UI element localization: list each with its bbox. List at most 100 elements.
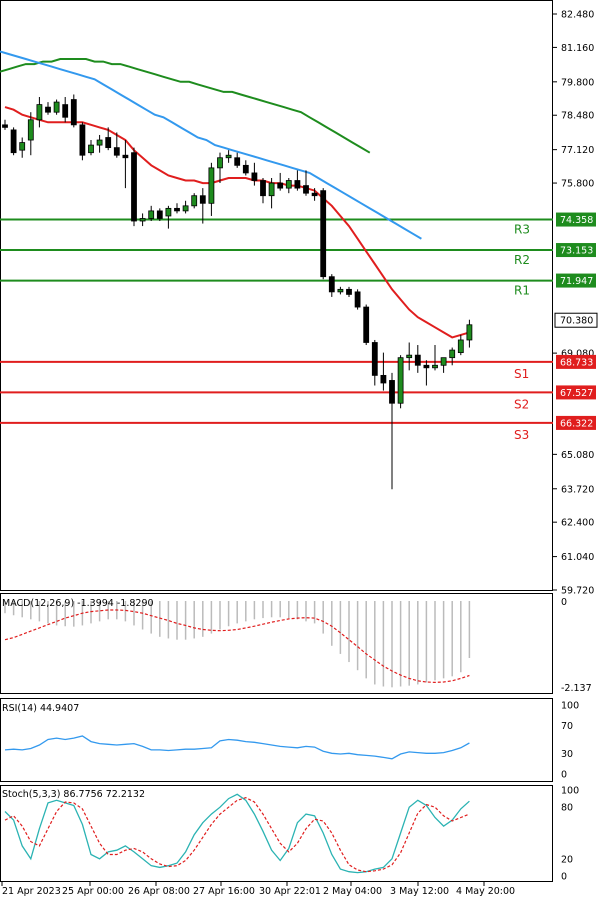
- candle-up: [182, 205, 189, 212]
- resistance-r1-price-tag: [556, 273, 596, 288]
- candle-up: [449, 349, 456, 359]
- time-tick-label: 25 Apr 00:00: [62, 886, 124, 897]
- candle-down: [363, 306, 370, 343]
- main-price-panel: [0, 0, 553, 591]
- candle-down: [389, 380, 395, 404]
- stoch-tick-label: 20: [561, 854, 573, 865]
- stoch-series: 100 80 20 0: [4, 786, 579, 883]
- candle-down: [234, 157, 241, 166]
- candle-up: [466, 324, 473, 341]
- macd-panel: [0, 593, 553, 694]
- resistance-r1-price-label: 71.947: [560, 276, 593, 287]
- candle-down: [242, 164, 249, 174]
- candle-down: [346, 288, 352, 295]
- price-tick-label: 61.040: [561, 552, 594, 563]
- ma-green-line: [0, 58, 371, 154]
- time-tick-label: 3 May 12:00: [390, 886, 449, 897]
- time-tick-label: 27 Apr 16:00: [193, 886, 255, 897]
- last-price-marker: 70.380: [554, 312, 598, 328]
- candle-up: [96, 139, 103, 146]
- macd-signal-line: [4, 609, 470, 684]
- stoch-d-line: [4, 797, 470, 873]
- candle-up: [440, 357, 447, 366]
- candle-down: [156, 210, 163, 219]
- resistance-r3-price-label: 74.358: [560, 215, 593, 226]
- resistance-r2-price-label: 73.153: [560, 246, 593, 257]
- time-tick-label: 2 May 04:00: [323, 886, 382, 897]
- candle-up: [27, 119, 34, 141]
- candle-up: [165, 207, 172, 217]
- candle-down: [131, 152, 137, 222]
- support-s3-name: S3: [514, 428, 529, 442]
- candle-down: [251, 172, 258, 181]
- rsi-tick-label: 100: [561, 701, 579, 712]
- rsi-tick-label: 30: [561, 749, 573, 760]
- price-axis: 82.480 81.160 79.800 78.480 77.120 75.800 69.0…: [553, 10, 594, 597]
- candle-down: [380, 374, 387, 384]
- price-tick-label: 78.480: [561, 111, 594, 122]
- candle-down: [277, 182, 284, 189]
- time-tick-label: 21 Apr 2023: [2, 886, 61, 897]
- candle-up: [19, 142, 26, 151]
- candle-down: [320, 190, 327, 278]
- price-tick-label: 59.720: [561, 586, 594, 597]
- candle-up: [268, 182, 275, 197]
- price-tick-label: 62.400: [561, 518, 594, 529]
- candle-up: [457, 339, 464, 354]
- time-tick-label: 26 Apr 08:00: [128, 886, 190, 897]
- rsi-title: RSI(14) 44.9407: [2, 703, 79, 714]
- stoch-k-line: [4, 793, 470, 874]
- time-tick-label: 4 May 20:00: [456, 886, 515, 897]
- macd-tick-label: -2.137: [561, 683, 592, 694]
- ma-blue-line: [0, 50, 422, 240]
- candle-down: [105, 137, 112, 149]
- price-tick-label: 82.480: [561, 10, 594, 21]
- candlesticks: [2, 94, 473, 490]
- resistance-r3-price-tag: [556, 212, 596, 227]
- resistance-r2-name: R2: [514, 253, 530, 267]
- macd-tick-label: 0: [561, 597, 567, 608]
- price-tick-label: 79.800: [561, 77, 594, 88]
- resistance-r1-name: R1: [514, 284, 530, 298]
- price-tick-label: 77.120: [561, 145, 594, 156]
- candle-down: [423, 364, 430, 369]
- candle-down: [62, 104, 69, 118]
- stoch-panel: [0, 785, 553, 882]
- support-resistance-levels: 71.947 R1 73.153 R2 74.358 R3 68.733 S1 67.527 S2…: [0, 212, 596, 442]
- candle-up: [53, 101, 60, 113]
- rsi-tick-label: 0: [561, 770, 567, 781]
- moving-averages: [0, 50, 470, 339]
- candle-down: [174, 207, 180, 212]
- candle-down: [2, 124, 8, 128]
- support-s2-price-label: 67.527: [560, 388, 593, 399]
- candle-down: [303, 185, 309, 194]
- candle-down: [328, 276, 335, 293]
- price-tick-label: 69.080: [561, 349, 594, 360]
- support-s1-price-tag: [556, 354, 596, 369]
- candle-down: [79, 124, 86, 156]
- candle-down: [10, 129, 17, 154]
- candle-down: [122, 154, 129, 159]
- candle-up: [432, 364, 438, 369]
- candle-down: [311, 192, 318, 197]
- candle-up: [217, 157, 223, 169]
- candle-up: [139, 218, 146, 222]
- last-price-label: 70.380: [560, 316, 593, 327]
- candle-down: [260, 180, 266, 197]
- price-tick-label: 65.080: [561, 450, 594, 461]
- candle-up: [406, 354, 413, 359]
- candle-down: [70, 99, 77, 126]
- ma-red-line: [4, 106, 470, 339]
- rsi-panel: [0, 698, 553, 782]
- price-tick-label: 63.720: [561, 484, 594, 495]
- candle-up: [337, 288, 344, 293]
- rsi-tick-label: 70: [561, 721, 573, 732]
- macd-series: 0 -2.137: [4, 597, 592, 694]
- rsi-line: [4, 735, 470, 760]
- stoch-title: Stoch(5,3,3) 86.7756 72.2132: [2, 789, 145, 800]
- stoch-tick-label: 100: [561, 786, 579, 797]
- candle-down: [113, 147, 120, 156]
- support-s2-price-tag: [556, 385, 596, 400]
- rsi-series: 100 70 30 0: [4, 701, 579, 781]
